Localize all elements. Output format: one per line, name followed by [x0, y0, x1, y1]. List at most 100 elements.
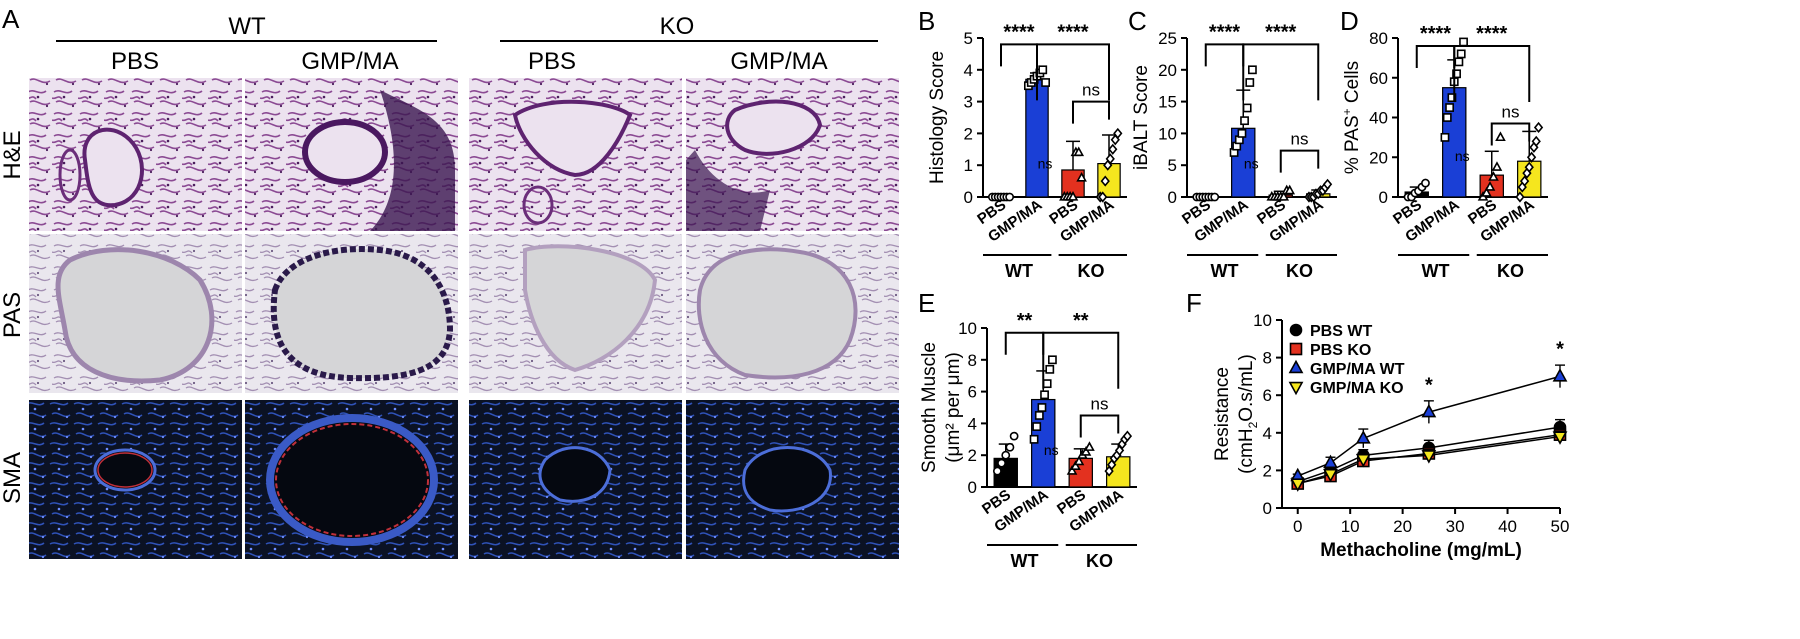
- significance-bracket: [1453, 44, 1531, 102]
- data-point: [1066, 465, 1078, 475]
- y-tick-label: 0: [1263, 499, 1272, 518]
- data-point: [1032, 422, 1042, 431]
- y-tick-label: 3: [964, 93, 973, 112]
- data-point: [1098, 191, 1108, 203]
- group-label-ko: KO: [1078, 261, 1105, 281]
- y-axis-label-main: % PAS: [1342, 115, 1363, 174]
- y-tick-label: 25: [1158, 29, 1177, 48]
- series-3: [1290, 430, 1568, 492]
- data-point: [1323, 468, 1338, 483]
- y-tick-label: 4: [968, 414, 977, 433]
- data-point: [1040, 390, 1049, 400]
- y-axis-label-units: (μm² per μm): [943, 352, 964, 463]
- data-point: [1076, 171, 1087, 182]
- y-tick-label: 1: [964, 156, 973, 175]
- y-axis-label: iBALT Score: [1131, 65, 1152, 170]
- data-point: [1481, 187, 1492, 197]
- row-label-sma: SMA: [0, 452, 26, 504]
- data-point: [1037, 403, 1047, 412]
- series-2: [1290, 364, 1568, 482]
- significance-bracket: [1490, 122, 1531, 146]
- significance-label: *: [1425, 374, 1433, 396]
- y-tick-label: 8: [968, 351, 977, 370]
- data-point: [1442, 113, 1452, 122]
- significance-label: **: [1073, 310, 1089, 332]
- group-label-wt: WT: [1422, 261, 1450, 281]
- significance-bracket: [1242, 43, 1320, 101]
- row-label-he: H&E: [0, 130, 26, 179]
- significance-bracket: [1004, 331, 1045, 389]
- panel-letter-e: E: [918, 288, 935, 318]
- y-tick-label: 2: [964, 124, 973, 143]
- data-point: [1073, 455, 1085, 466]
- micrograph-pas-pbs-wt: [29, 234, 242, 393]
- data-point: [1552, 431, 1568, 445]
- significance-label: ****: [1265, 21, 1296, 43]
- data-point: [1533, 121, 1544, 134]
- group-label-ko: KO: [660, 13, 695, 40]
- data-point: [1248, 65, 1257, 75]
- data-point: [1526, 151, 1537, 163]
- significance-label: ns: [1244, 155, 1259, 171]
- y-tick-label: 10: [958, 319, 977, 338]
- data-point: [1070, 460, 1081, 471]
- data-point: [1284, 184, 1296, 195]
- data-point: [1080, 446, 1092, 456]
- y-tick-label: 20: [1158, 61, 1177, 80]
- data-point: [1029, 434, 1039, 444]
- y-axis-label: Histology Score: [927, 51, 948, 184]
- panel-letter-a: A: [2, 4, 20, 34]
- column-label-gmpma-wt: GMP/MA: [301, 48, 398, 75]
- data-point: [1454, 57, 1464, 67]
- y-tick-label: 2: [968, 446, 977, 465]
- micrograph-he-pbs-ko: [469, 78, 682, 231]
- y-tick-label: 0: [964, 188, 973, 207]
- significance-label: ****: [1209, 21, 1240, 43]
- significance-bracket: [1079, 414, 1120, 438]
- significance-label: ns: [1455, 148, 1470, 164]
- significance-label: ns: [1044, 442, 1059, 458]
- panel-letter-b: B: [918, 6, 935, 36]
- column-label-pbs-ko: PBS: [528, 48, 576, 75]
- data-point: [1100, 175, 1110, 187]
- panel-letter-f: F: [1186, 288, 1202, 318]
- panel-letter-d: D: [1340, 6, 1359, 36]
- significance-label: ns: [1082, 81, 1100, 100]
- data-point: [1495, 131, 1506, 142]
- data-point: [1459, 37, 1468, 47]
- y-tick-label: 10: [1158, 124, 1177, 143]
- data-point: [1084, 441, 1095, 451]
- group-label-ko: KO: [1286, 261, 1313, 281]
- data-point: [1237, 129, 1247, 138]
- significance-label: ****: [1003, 21, 1034, 43]
- data-point: [1210, 192, 1220, 202]
- data-point: [1005, 442, 1015, 452]
- y-tick-label: 4: [964, 61, 973, 80]
- data-point: [1073, 146, 1085, 157]
- panel-a: A WT KO PBS GMP/MA PBS GMP/MA H&E PAS SM…: [0, 4, 899, 559]
- data-point: [992, 466, 1002, 476]
- data-point: [1552, 368, 1568, 382]
- significance-bracket: [1042, 331, 1120, 389]
- y-tick-label: 2: [1263, 461, 1272, 480]
- y-tick-label: 60: [1369, 69, 1388, 88]
- y-tick-label: 5: [964, 29, 973, 48]
- legend-label: GMP/MA WT: [1310, 361, 1405, 378]
- data-point: [1108, 143, 1118, 155]
- data-point: [1421, 450, 1437, 464]
- y-tick-label: 0: [1379, 188, 1388, 207]
- significance-label: ****: [1476, 23, 1507, 45]
- y-axis-label-units-post: O.s/mL): [1236, 354, 1257, 422]
- micrograph-sma-gmpma-wt: [245, 400, 458, 559]
- data-point: [1447, 93, 1457, 103]
- y-tick-label: 40: [1369, 109, 1388, 128]
- group-label-wt: WT: [228, 13, 266, 40]
- legend-label: PBS WT: [1310, 323, 1372, 340]
- data-point: [1323, 454, 1338, 469]
- data-point: [1048, 355, 1057, 365]
- micrograph-sma-pbs-wt: [29, 400, 242, 559]
